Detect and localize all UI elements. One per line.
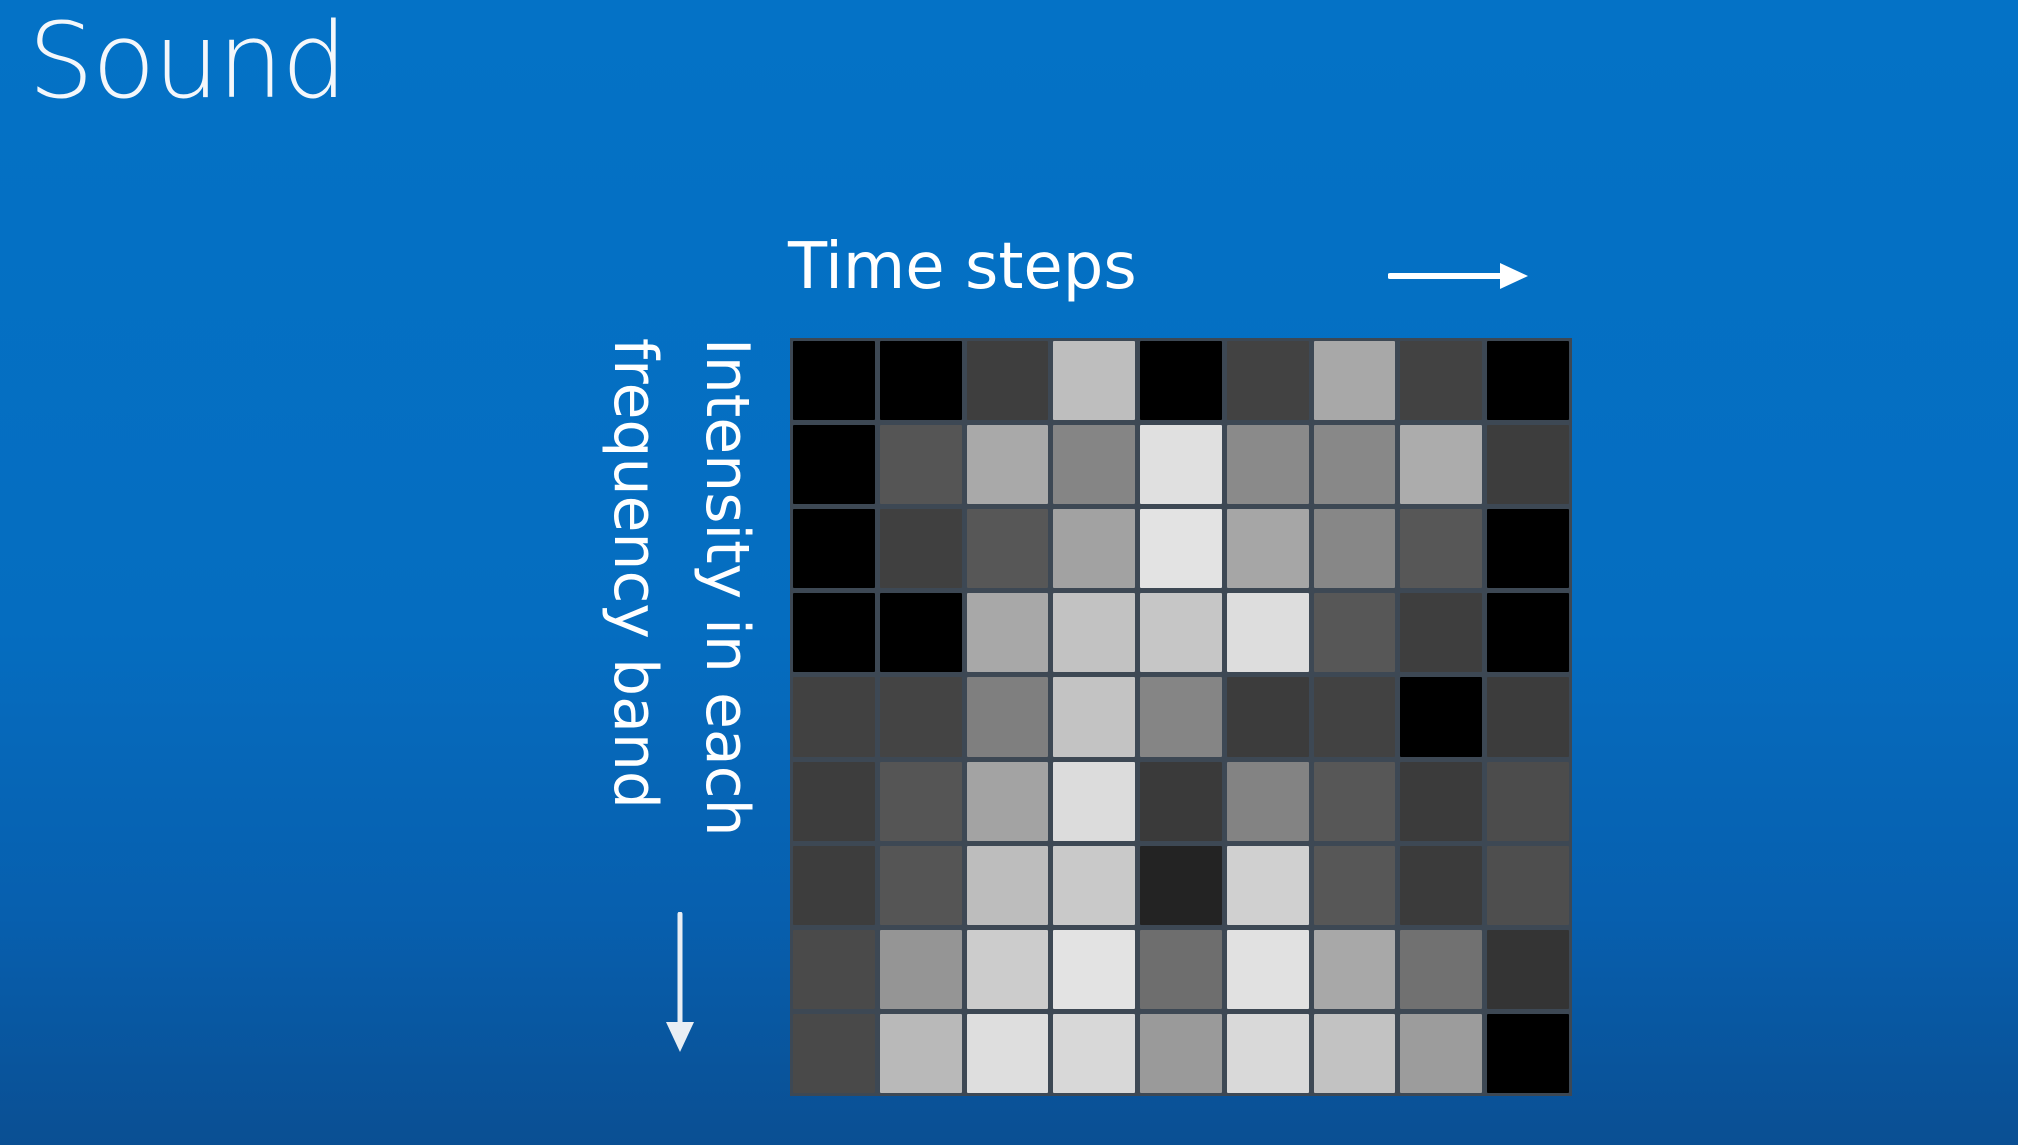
grid-cell xyxy=(1400,761,1483,841)
grid-cell xyxy=(1140,1013,1222,1093)
arrow-down-icon xyxy=(666,912,694,1052)
grid-cell xyxy=(793,845,875,925)
grid-cell xyxy=(879,425,962,505)
grid-cell xyxy=(1140,929,1222,1009)
grid-cell xyxy=(1053,425,1136,505)
grid-cell xyxy=(966,677,1049,757)
grid-cell xyxy=(793,677,875,757)
grid-cell xyxy=(1053,593,1136,673)
grid-cell xyxy=(1313,1013,1396,1093)
grid-cell xyxy=(879,929,962,1009)
frequency-axis-label-line-1: Intensity in each xyxy=(692,338,762,837)
grid-cell xyxy=(966,425,1049,505)
grid-cell xyxy=(1226,929,1309,1009)
grid-cell xyxy=(1053,845,1136,925)
grid-cell xyxy=(1226,677,1309,757)
grid-cell xyxy=(1053,509,1136,589)
grid-cell xyxy=(966,929,1049,1009)
grid-cell xyxy=(793,509,875,589)
grid-cell xyxy=(879,1013,962,1093)
grid-cell xyxy=(1400,509,1483,589)
grid-cell xyxy=(1140,761,1222,841)
arrow-right-icon xyxy=(1388,263,1528,289)
grid-cell xyxy=(879,509,962,589)
grid-cell xyxy=(1140,425,1222,505)
grid-cell xyxy=(1140,845,1222,925)
grid-cell xyxy=(793,761,875,841)
grid-cell xyxy=(1400,845,1483,925)
grid-cell xyxy=(793,929,875,1009)
slide-title: Sound xyxy=(28,0,347,122)
grid-cell xyxy=(1226,845,1309,925)
grid-cell xyxy=(966,509,1049,589)
grid-cell xyxy=(879,677,962,757)
grid-cell xyxy=(1053,929,1136,1009)
time-steps-label: Time steps xyxy=(788,230,1137,304)
grid-cell xyxy=(966,341,1049,421)
grid-cell xyxy=(966,761,1049,841)
grid-cell xyxy=(793,341,875,421)
grid-cell xyxy=(1313,761,1396,841)
grid-cell xyxy=(1053,341,1136,421)
grid-cell xyxy=(1313,341,1396,421)
frequency-axis-label-line-2: frequency band xyxy=(600,338,670,809)
grid-cell xyxy=(1487,1013,1569,1093)
grid-cell xyxy=(1226,509,1309,589)
grid-cell xyxy=(1313,929,1396,1009)
grid-cell xyxy=(1487,677,1569,757)
grid-cell xyxy=(1140,341,1222,421)
grid-cell xyxy=(1053,1013,1136,1093)
grid-cell xyxy=(1487,509,1569,589)
intensity-grid xyxy=(790,338,1572,1096)
grid-cell xyxy=(1487,593,1569,673)
grid-cell xyxy=(1226,1013,1309,1093)
grid-cell xyxy=(793,425,875,505)
frequency-axis-label: Intensity in each frequency band xyxy=(588,338,773,848)
grid-cell xyxy=(1313,425,1396,505)
grid-cell xyxy=(1400,677,1483,757)
grid-cell xyxy=(1313,845,1396,925)
grid-cell xyxy=(879,761,962,841)
grid-cell xyxy=(1487,425,1569,505)
grid-cell xyxy=(1053,677,1136,757)
grid-cell xyxy=(1313,509,1396,589)
grid-cell xyxy=(1226,761,1309,841)
grid-cell xyxy=(1487,341,1569,421)
grid-cell xyxy=(1400,929,1483,1009)
grid-cell xyxy=(1226,425,1309,505)
grid-cell xyxy=(793,1013,875,1093)
grid-cell xyxy=(966,593,1049,673)
grid-cell xyxy=(1487,761,1569,841)
grid-cell xyxy=(879,593,962,673)
grid-cell xyxy=(793,593,875,673)
grid-cell xyxy=(1140,677,1222,757)
grid-cell xyxy=(1487,929,1569,1009)
grid-cell xyxy=(966,845,1049,925)
grid-cell xyxy=(1226,341,1309,421)
grid-cell xyxy=(1400,593,1483,673)
grid-cell xyxy=(1400,1013,1483,1093)
grid-cell xyxy=(1226,593,1309,673)
grid-cell xyxy=(1313,593,1396,673)
grid-cell xyxy=(1400,425,1483,505)
grid-cell xyxy=(1053,761,1136,841)
grid-cell xyxy=(1140,593,1222,673)
grid-cell xyxy=(1400,341,1483,421)
grid-cell xyxy=(1140,509,1222,589)
grid-cell xyxy=(879,341,962,421)
grid-cell xyxy=(1487,845,1569,925)
grid-cell xyxy=(1313,677,1396,757)
grid-cell xyxy=(966,1013,1049,1093)
grid-cell xyxy=(879,845,962,925)
